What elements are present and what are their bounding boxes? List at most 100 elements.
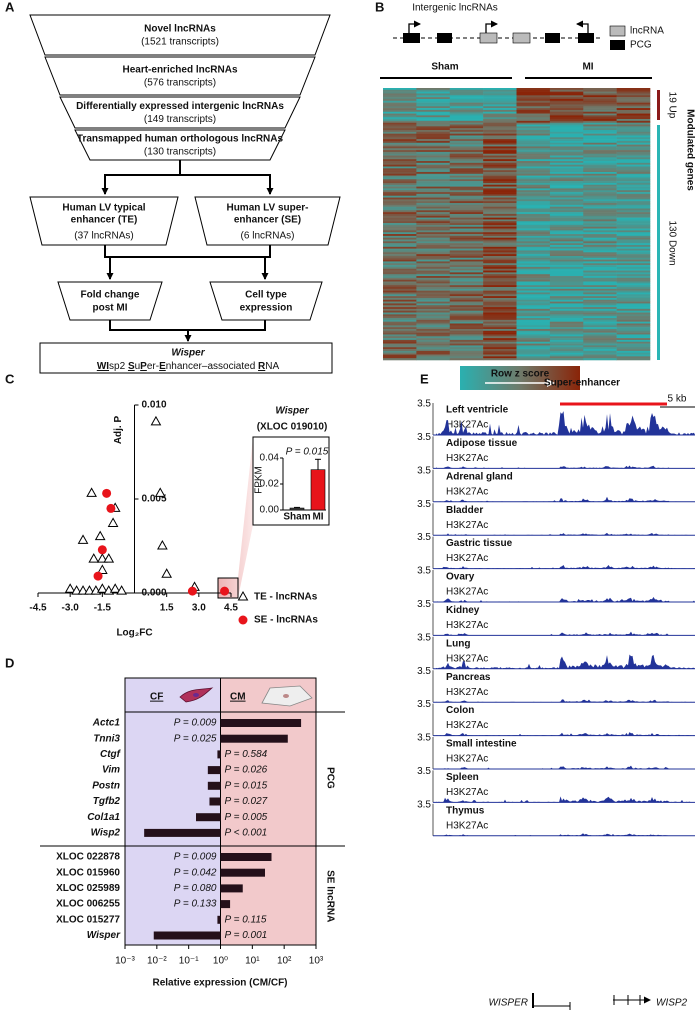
heatmap-cell <box>616 310 651 313</box>
heatmap-cell <box>516 203 551 206</box>
heatmap-cell <box>449 197 484 200</box>
heatmap-cell <box>516 274 551 277</box>
heatmap-cell <box>516 250 551 253</box>
heatmap-cell <box>583 330 617 333</box>
heatmap-cell <box>416 328 451 332</box>
heatmap-cell <box>483 155 517 158</box>
heatmap-cell <box>483 235 517 238</box>
heatmap-cell <box>583 250 617 253</box>
heatmap-cell <box>449 272 484 275</box>
heatmap-cell <box>516 237 551 240</box>
heatmap-cell <box>483 135 517 138</box>
heatmap-cell <box>616 98 651 102</box>
point <box>154 487 166 497</box>
heatmap-cell <box>483 212 517 215</box>
criteria-text: expression <box>240 303 293 314</box>
heatmap-cell <box>583 201 617 204</box>
heatmap-cell <box>549 259 584 262</box>
heatmap-cell <box>616 199 651 202</box>
heatmap-cell <box>616 212 651 215</box>
heatmap-cell <box>449 274 484 277</box>
heatmap-cell <box>549 139 584 142</box>
heatmap-cell <box>383 102 417 105</box>
heatmap-cell <box>383 215 417 218</box>
heatmap-cell <box>483 126 517 129</box>
heatmap-cell <box>583 109 617 113</box>
heatmap-cell <box>383 175 417 178</box>
x-tick-label: 10¹ <box>245 956 260 967</box>
heatmap-cell <box>549 153 584 156</box>
heatmap-cell <box>583 111 617 114</box>
point <box>97 545 107 555</box>
panel-letter: D <box>5 655 14 670</box>
heatmap-cell <box>483 257 517 260</box>
heatmap-cell <box>516 312 551 315</box>
heatmap-cell <box>549 104 584 107</box>
heatmap-cell <box>416 100 451 103</box>
heatmap-cell <box>549 190 584 193</box>
heatmap-cell <box>549 281 584 284</box>
heatmap-cell <box>483 102 517 105</box>
heatmap-cell <box>416 206 451 209</box>
heatmap-cell <box>583 312 617 315</box>
heatmap-cell <box>483 239 517 242</box>
heatmap-cell <box>583 179 617 182</box>
heatmap-cell <box>383 350 417 353</box>
heatmap-cell <box>483 170 517 173</box>
heatmap-cell <box>516 318 551 321</box>
heatmap-cell <box>416 296 451 299</box>
heatmap-cell <box>416 325 451 328</box>
heatmap-cell <box>416 135 451 138</box>
heatmap-cell <box>549 277 584 280</box>
heatmap-cell <box>616 279 651 282</box>
heatmap-cell <box>416 181 451 184</box>
heatmap-cell <box>449 170 484 173</box>
heatmap-cell <box>416 277 451 280</box>
heatmap-cell <box>583 217 617 220</box>
heatmap-cell <box>516 179 551 182</box>
x-tick-label: 4.5 <box>224 603 238 614</box>
bar <box>217 915 221 924</box>
heatmap-cell <box>483 296 517 299</box>
heatmap-cell <box>516 164 551 167</box>
track-name: Spleen <box>446 772 479 783</box>
branch-title: Human LV super- <box>226 203 308 214</box>
heatmap-cell <box>416 288 451 291</box>
heatmap-cell <box>449 164 484 167</box>
heatmap-cell <box>583 276 617 279</box>
step-detail: (1521 transcripts) <box>141 37 219 48</box>
heatmap-cell <box>416 115 451 118</box>
heatmap-cell <box>549 321 584 324</box>
heatmap-cell <box>516 146 551 149</box>
heatmap-cell <box>449 281 484 284</box>
heatmap-cell <box>449 153 484 156</box>
heatmap-cell <box>416 228 451 231</box>
heatmap-cell <box>383 89 417 92</box>
heatmap-cell <box>449 307 484 310</box>
heatmap-cell <box>583 157 617 160</box>
heatmap-cell <box>483 277 517 280</box>
heatmap-cell <box>549 188 584 191</box>
heatmap-cell <box>583 89 617 92</box>
heatmap-cell <box>383 314 417 317</box>
heatmap-cell <box>383 332 417 335</box>
p-label: P = 0.025 <box>174 733 217 744</box>
point <box>94 530 106 541</box>
heatmap-cell <box>416 321 451 324</box>
heatmap-cell <box>483 228 517 231</box>
heatmap-cell <box>583 272 617 275</box>
heatmap-cell <box>616 215 651 218</box>
heatmap-cell <box>416 190 451 193</box>
heatmap-cell <box>616 192 651 195</box>
heatmap-cell <box>549 294 584 297</box>
heatmap-cell <box>483 199 517 202</box>
heatmap-cell <box>583 126 617 129</box>
heatmap-cell <box>616 345 651 348</box>
point <box>88 553 100 563</box>
heatmap-cell <box>483 161 517 164</box>
heatmap-cell <box>416 109 451 113</box>
heatmap-cell <box>616 316 651 319</box>
heatmap-cell <box>383 336 417 339</box>
inset-subtitle: (XLOC 019010) <box>257 422 328 433</box>
